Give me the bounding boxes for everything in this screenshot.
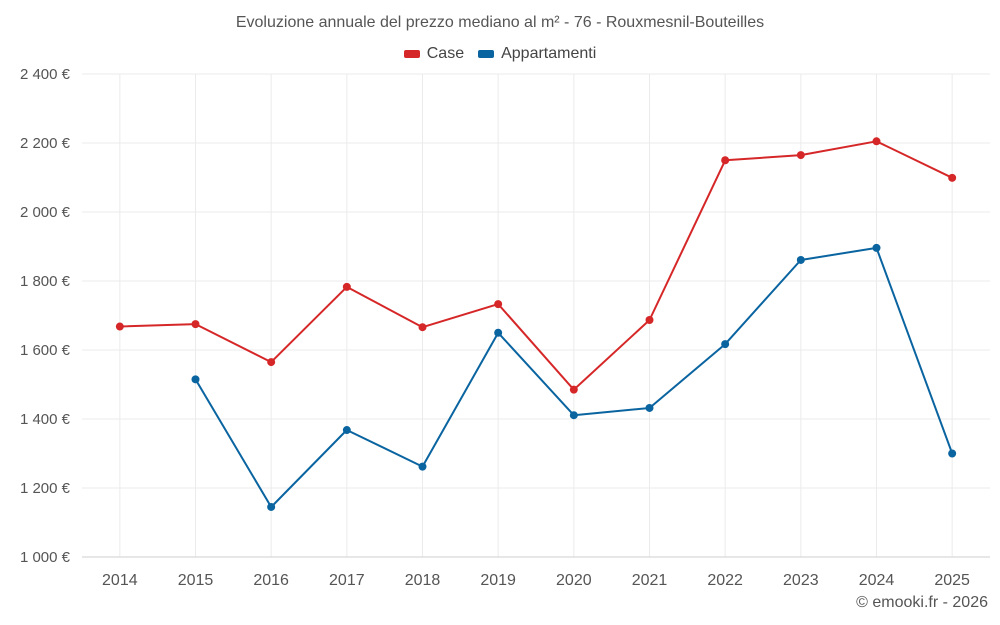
legend-swatch-case: [403, 50, 420, 58]
data-point-case[interactable]: [721, 156, 730, 165]
y-tick-label: 1 600 €: [20, 342, 71, 359]
x-tick-label: 2016: [253, 572, 289, 589]
data-point-case[interactable]: [418, 323, 427, 332]
data-point-appartamenti[interactable]: [569, 411, 578, 420]
data-point-case[interactable]: [342, 282, 351, 291]
data-point-appartamenti[interactable]: [418, 462, 427, 471]
data-point-appartamenti[interactable]: [872, 243, 881, 252]
x-tick-label: 2025: [934, 572, 970, 589]
y-tick-label: 2 400 €: [20, 66, 71, 83]
data-point-appartamenti[interactable]: [948, 449, 957, 458]
axes: 1 000 € 1 200 € 1 400 € 1 600 € 1 800 € 2 000…: [20, 66, 990, 589]
data-point-case[interactable]: [494, 300, 503, 309]
data-point-case[interactable]: [948, 173, 957, 182]
data-point-appartamenti[interactable]: [796, 255, 805, 264]
data-point-appartamenti[interactable]: [342, 426, 351, 435]
data-point-case[interactable]: [796, 151, 805, 160]
x-tick-label: 2017: [329, 572, 365, 589]
data-point-case[interactable]: [645, 315, 654, 324]
legend-label-case: Case: [426, 45, 465, 62]
series: [115, 137, 957, 511]
data-point-appartamenti[interactable]: [494, 328, 503, 337]
legend-label-appartamenti: Appartamenti: [501, 45, 597, 62]
data-point-case[interactable]: [191, 320, 200, 329]
x-tick-label: 2021: [632, 572, 668, 589]
x-tick-label: 2019: [480, 572, 516, 589]
y-tick-label: 1 400 €: [20, 411, 71, 428]
x-tick-label: 2014: [102, 572, 138, 589]
data-point-appartamenti[interactable]: [191, 375, 200, 384]
x-tick-label: 2023: [783, 572, 819, 589]
chart-title: Evoluzione annuale del prezzo mediano al…: [235, 14, 765, 31]
y-tick-label: 1 200 €: [20, 480, 71, 497]
data-point-case[interactable]: [569, 385, 578, 394]
legend: Case Appartamenti: [0, 45, 1000, 63]
data-point-appartamenti[interactable]: [721, 340, 730, 349]
y-tick-label: 1 000 €: [20, 549, 71, 566]
y-tick-label: 2 000 €: [20, 204, 71, 221]
x-tick-label: 2024: [859, 572, 895, 589]
legend-item-case[interactable]: Case: [403, 45, 465, 63]
grid: [82, 73, 990, 558]
legend-swatch-appartamenti: [478, 50, 495, 58]
series-line-case: [119, 140, 953, 391]
data-point-case[interactable]: [267, 358, 276, 367]
x-tick-label: 2015: [178, 572, 214, 589]
legend-item-appartamenti[interactable]: Appartamenti: [478, 45, 596, 63]
data-point-case[interactable]: [115, 322, 124, 331]
x-tick-label: 2022: [707, 572, 743, 589]
data-point-case[interactable]: [872, 137, 881, 146]
x-tick-label: 2018: [405, 572, 441, 589]
data-point-appartamenti[interactable]: [645, 403, 654, 412]
data-point-appartamenti[interactable]: [267, 502, 276, 511]
copyright-credit: © emooki.fr - 2026: [856, 594, 988, 611]
y-tick-label: 2 200 €: [20, 135, 71, 152]
x-tick-label: 2020: [556, 572, 592, 589]
y-tick-label: 1 800 €: [20, 273, 71, 290]
